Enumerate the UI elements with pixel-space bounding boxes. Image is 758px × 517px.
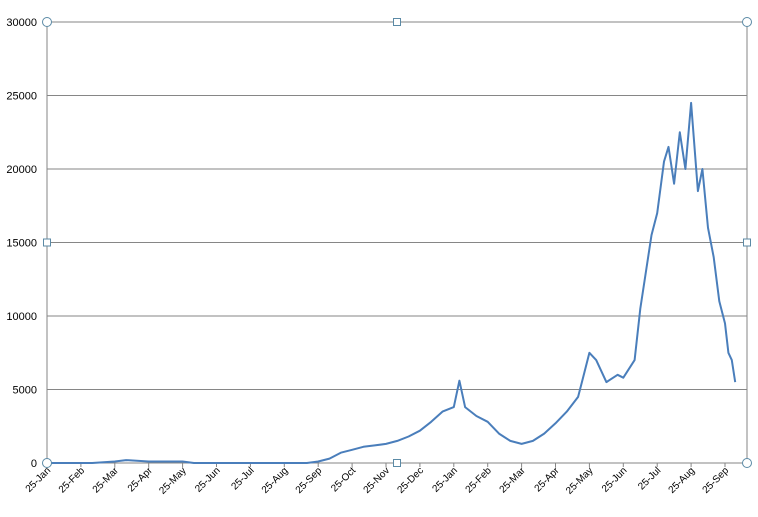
x-tick-label: 25-Dec [395,465,426,496]
x-tick-label: 25-Feb [57,465,87,495]
selection-handles[interactable] [42,17,752,468]
y-tick-label: 5000 [13,385,37,397]
x-tick-label: 25-Apr [533,465,562,494]
edge-resize-handle[interactable] [393,459,401,467]
y-tick-label: 20000 [6,164,37,176]
corner-resize-handle[interactable] [42,17,52,27]
x-axis-ticks: 25-Jan 25-Feb 25-Mar 25-Apr 25-May 25-Jun 25-J… [24,463,732,497]
x-tick-label: 25-Mar [498,465,529,496]
edge-resize-handle[interactable] [43,238,51,247]
x-tick-label: 25-Jul [636,465,663,492]
x-tick-label: 25-Aug [260,465,291,496]
x-tick-label: 25-Sep [294,465,325,496]
x-tick-label: 25-Jan [431,465,460,494]
y-tick-label: 30000 [6,17,37,29]
y-tick-label: 15000 [6,238,37,250]
x-tick-label: 25-Nov [362,465,393,496]
grid-lines [46,21,748,464]
x-tick-label: 25-May [564,465,595,496]
x-tick-label: 25-Apr [126,465,155,494]
series-line [47,101,737,464]
corner-resize-handle[interactable] [742,458,752,468]
y-tick-label: 0 [31,458,37,470]
x-tick-label: 25-Jun [193,465,222,494]
x-tick-label: 25-Aug [667,465,698,496]
x-tick-label: 25-Feb [464,465,494,495]
y-tick-label: 10000 [6,311,37,323]
x-tick-label: 25-Jul [229,465,256,492]
x-tick-label: 25-Oct [329,465,358,494]
corner-resize-handle[interactable] [42,458,52,468]
edge-resize-handle[interactable] [743,238,751,247]
corner-resize-handle[interactable] [742,17,752,27]
x-tick-label: 25-Mar [91,465,122,496]
x-tick-label: 25-Jan [24,465,53,494]
y-axis-ticks: 0 5000 10000 15000 20000 25000 30000 [6,17,37,470]
x-tick-label: 25-Jun [600,465,629,494]
x-tick-label: 25-Sep [701,465,732,496]
y-tick-label: 25000 [6,91,37,103]
edge-resize-handle[interactable] [393,18,401,26]
x-tick-label: 25-May [157,465,188,496]
